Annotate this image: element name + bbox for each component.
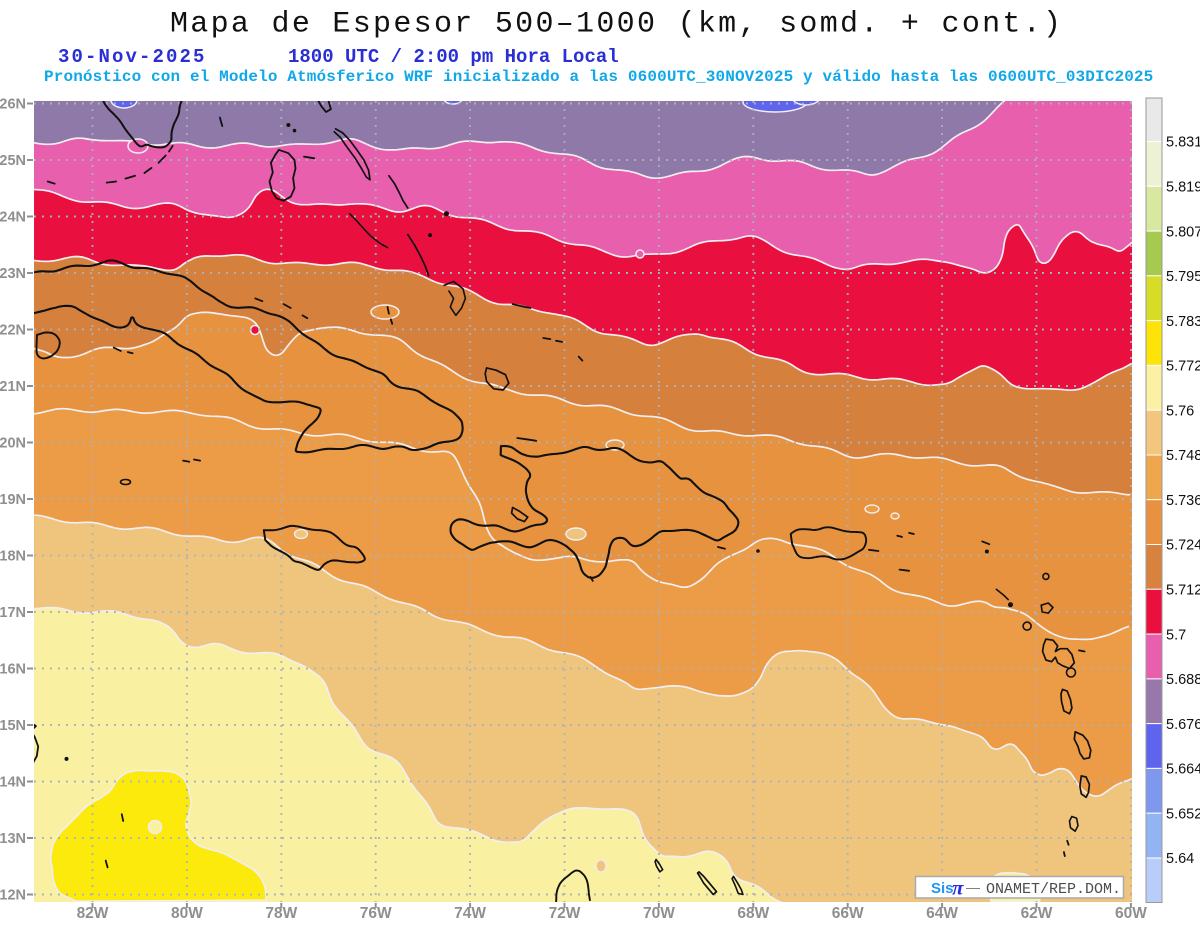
svg-text:64W: 64W [926,905,958,922]
svg-text:14N: 14N [0,775,26,791]
svg-text:5.652: 5.652 [1166,806,1200,822]
svg-text:17N: 17N [0,605,26,621]
svg-text:19N: 19N [0,492,26,508]
svg-text:5.688: 5.688 [1166,672,1200,688]
svg-text:16N: 16N [0,662,26,678]
svg-text:72W: 72W [549,905,581,922]
svg-text:82W: 82W [77,905,109,922]
svg-text:21N: 21N [0,379,26,395]
svg-text:25N: 25N [0,153,26,169]
svg-text:5.736: 5.736 [1166,493,1200,509]
svg-text:5.748: 5.748 [1166,448,1200,464]
svg-text:5.712: 5.712 [1166,583,1200,599]
svg-text:15N: 15N [0,718,26,734]
svg-text:5.64: 5.64 [1166,851,1194,867]
svg-text:Sis: Sis [931,880,954,897]
svg-text:78W: 78W [265,905,297,922]
svg-text:5.831: 5.831 [1166,135,1200,151]
svg-text:5.819: 5.819 [1166,180,1200,196]
svg-text:80W: 80W [171,905,203,922]
svg-text:5.795: 5.795 [1166,269,1200,285]
svg-text:ONAMET/REP.DOM.: ONAMET/REP.DOM. [986,881,1121,898]
svg-text:62W: 62W [1021,905,1053,922]
svg-text:π: π [952,876,964,900]
svg-text:5.7: 5.7 [1166,627,1186,643]
svg-text:12N: 12N [0,888,26,904]
svg-text:24N: 24N [0,210,26,226]
svg-text:68W: 68W [737,905,769,922]
svg-text:5.807: 5.807 [1166,224,1200,240]
svg-text:5.724: 5.724 [1166,538,1200,554]
svg-text:Pronóstico con el Modelo Atmós: Pronóstico con el Modelo Atmósferico WRF… [44,68,1153,86]
svg-text:26N: 26N [0,97,26,113]
svg-text:5.772: 5.772 [1166,359,1200,375]
svg-text:70W: 70W [643,905,675,922]
svg-text:5.76: 5.76 [1166,403,1194,419]
svg-text:23N: 23N [0,266,26,282]
svg-text:—: — [966,879,980,895]
svg-text:22N: 22N [0,323,26,339]
svg-text:66W: 66W [832,905,864,922]
svg-text:74W: 74W [454,905,486,922]
svg-text:5.783: 5.783 [1166,314,1200,330]
svg-text:76W: 76W [360,905,392,922]
svg-text:30-Nov-2025: 30-Nov-2025 [58,46,207,68]
svg-text:1800 UTC / 2:00 pm Hora Local: 1800 UTC / 2:00 pm Hora Local [288,46,619,68]
svg-text:Mapa de Espesor 500–1000 (km,: Mapa de Espesor 500–1000 (km, somd. + co… [170,8,1063,42]
svg-text:13N: 13N [0,831,26,847]
svg-text:20N: 20N [0,436,26,452]
svg-text:60W: 60W [1115,905,1147,922]
svg-text:5.664: 5.664 [1166,762,1200,778]
svg-text:18N: 18N [0,549,26,565]
svg-text:5.676: 5.676 [1166,717,1200,733]
